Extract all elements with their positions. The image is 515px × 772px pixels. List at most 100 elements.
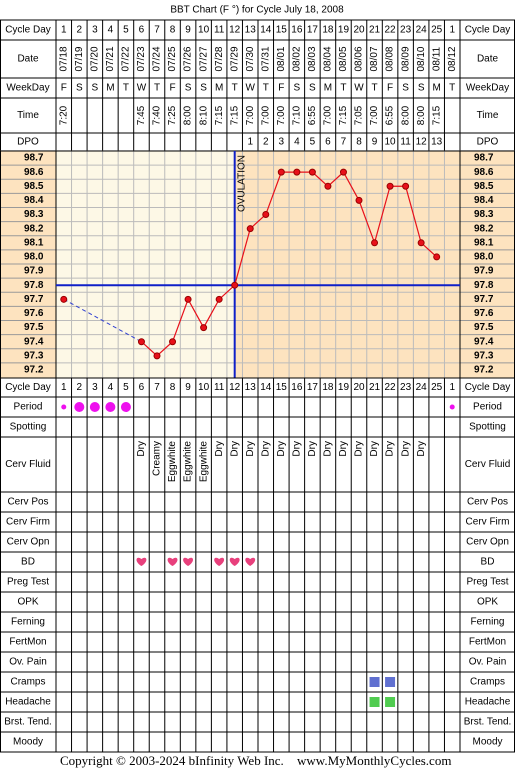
cycle_day-cell: 1 [61, 382, 67, 393]
date-cell: 08/12 [447, 46, 458, 71]
row-label: OPK [477, 597, 498, 608]
date-cell: 07/18 [58, 46, 69, 71]
cycle_day-cell: 21 [369, 382, 381, 393]
cerv-fluid-text: Dry [354, 441, 365, 457]
weekday-cell: S [185, 83, 192, 94]
temp-point [277, 168, 285, 176]
bd-heart [245, 557, 256, 566]
time-cell: 7:05 [354, 105, 365, 125]
time-cell: 7:25 [167, 105, 178, 125]
row-label: Cerv Firm [466, 517, 510, 528]
y-tick-label: 98.6 [474, 167, 494, 178]
temp-point [153, 352, 161, 360]
time-cell: 7:00 [276, 105, 287, 125]
y-tick-label: 98.3 [24, 209, 44, 220]
period-dot [89, 402, 100, 412]
dpo-cell: 13 [431, 137, 443, 148]
weekday-cell: T [371, 83, 377, 94]
y-tick-label: 98.0 [24, 252, 44, 263]
date-cell: 07/20 [89, 46, 100, 71]
row-label: Time [17, 110, 39, 121]
cycle_day-cell: 7 [154, 25, 160, 36]
temp-point [433, 253, 441, 261]
y-tick-label: 98.1 [24, 237, 44, 248]
date-cell: 07/25 [167, 46, 178, 71]
cerv-fluid-text: Dry [136, 441, 147, 457]
dpo-cell: 5 [310, 137, 316, 148]
temp-point [386, 182, 394, 190]
cycle_day-cell: 24 [416, 382, 428, 393]
cycle_day-cell: 4 [108, 25, 114, 36]
cycle_day-cell: 1 [449, 382, 455, 393]
cycle_day-cell: 20 [353, 382, 365, 393]
dpo-cell: 11 [400, 137, 411, 148]
date-cell: 08/10 [416, 46, 427, 71]
y-tick-label: 98.7 [474, 153, 494, 164]
y-tick-label: 98.5 [24, 181, 44, 192]
cycle_day-cell: 22 [385, 382, 397, 393]
cerv-fluid-text: Dry [307, 441, 318, 457]
cycle_day-cell: 11 [214, 382, 225, 393]
cycle_day-cell: 15 [276, 382, 288, 393]
row-label: Cramps [470, 677, 505, 688]
row-label: Ferning [471, 617, 505, 628]
row-label: Cerv Opn [7, 537, 50, 548]
row-label: Cerv Pos [7, 497, 48, 508]
row-label: Date [477, 54, 499, 65]
cycle_day-cell: 22 [385, 25, 397, 36]
date-cell: 08/09 [400, 46, 411, 71]
date-cell: 07/27 [198, 46, 209, 71]
date-cell: 08/07 [369, 46, 380, 71]
time-cell: 7:40 [152, 105, 163, 125]
row-label: Brst. Tend. [464, 717, 512, 728]
temp-point [402, 182, 410, 190]
cerv-fluid-text: Dry [385, 441, 396, 457]
y-tick-label: 97.4 [474, 336, 494, 347]
cycle_day-cell: 10 [198, 382, 210, 393]
temp-point [215, 295, 223, 303]
y-tick-label: 97.8 [24, 280, 44, 291]
cycle_day-cell: 6 [139, 25, 145, 36]
time-cell: 7:00 [260, 105, 271, 125]
weekday-cell: M [324, 83, 332, 94]
dpo-cell: 9 [372, 137, 378, 148]
cycle_day-cell: 9 [185, 25, 191, 36]
period-dot [120, 402, 131, 412]
y-tick-label: 97.7 [24, 294, 44, 305]
row-label: WeekDay [466, 83, 509, 94]
y-tick-label: 97.3 [474, 351, 494, 362]
row-label: Cerv Opn [466, 537, 509, 548]
date-cell: 07/22 [121, 46, 132, 71]
time-cell: 8:10 [198, 105, 209, 125]
y-tick-label: 97.9 [24, 266, 44, 277]
row-label: Cerv Fluid [465, 459, 511, 470]
y-tick-label: 98.3 [474, 209, 494, 220]
temp-point [184, 295, 192, 303]
temp-point [417, 239, 425, 247]
cycle_day-cell: 10 [198, 25, 210, 36]
row-label: Ov. Pain [9, 657, 47, 668]
weekday-cell: F [278, 83, 284, 94]
time-cell: 7:00 [323, 105, 334, 125]
date-cell: 07/31 [260, 46, 271, 71]
cycle_day-cell: 14 [260, 25, 272, 36]
row-label: FertMon [9, 637, 46, 648]
dpo-cell: 3 [279, 137, 285, 148]
y-tick-label: 98.2 [24, 223, 44, 234]
temp-point [169, 338, 177, 346]
date-cell: 08/11 [431, 46, 442, 71]
row-label: Date [17, 54, 39, 65]
y-tick-label: 97.8 [474, 280, 494, 291]
y-tick-label: 98.7 [24, 153, 44, 164]
cerv-fluid-text: Eggwhite [198, 441, 209, 483]
row-label: OPK [17, 597, 38, 608]
cycle_day-cell: 2 [77, 25, 83, 36]
cycle_day-cell: 13 [245, 25, 257, 36]
date-cell: 07/30 [245, 46, 256, 71]
symptom-mark [369, 677, 380, 687]
cerv-fluid-text: Dry [416, 441, 427, 457]
y-tick-label: 98.5 [474, 181, 494, 192]
row-label: DPO [17, 137, 39, 148]
cerv-fluid-text: Eggwhite [183, 441, 194, 483]
